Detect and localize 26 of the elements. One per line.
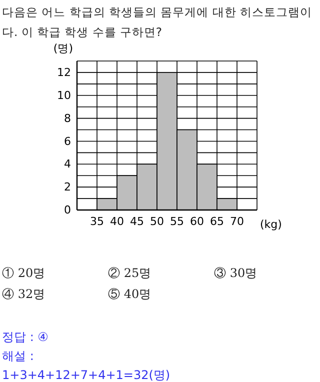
text: 해설 :	[2, 348, 34, 365]
chart-title: 다음은 어느 학급의 학생들의 몸무게에 대한 히스토그램이다. 이 학급 학생 수를 구하면?	[2, 4, 313, 41]
text: ④ 32명	[2, 286, 46, 303]
y-tick-label: 12	[57, 66, 71, 79]
y-tick-label: 4	[64, 158, 71, 171]
y-tick-label: 2	[64, 180, 71, 194]
x-axis-title: (kg)	[260, 218, 282, 231]
text: ⑤ 40명	[108, 286, 152, 303]
x-tick-label: 35	[90, 214, 104, 228]
y-tick-label: 0	[64, 204, 71, 217]
x-tick-label: 50	[150, 214, 164, 228]
text: 1+3+4+12+7+4+1=32(명)	[2, 367, 170, 382]
text: ③ 30명	[214, 265, 258, 282]
y-axis-title: (명)	[53, 42, 73, 55]
y-tick-label: 8	[64, 112, 71, 125]
x-tick-label: 60	[190, 214, 204, 228]
text: ① 20명	[2, 265, 46, 282]
text: ② 25명	[108, 265, 152, 282]
y-tick-label: 6	[64, 134, 71, 148]
x-tick-label: 65	[210, 214, 224, 228]
x-tick-label: 70	[230, 214, 244, 228]
x-tick-label: 55	[170, 214, 184, 228]
x-tick-label: 40	[110, 214, 124, 228]
text: 정답 : ④	[2, 329, 48, 346]
y-tick-label: 10	[57, 88, 71, 102]
x-tick-label: 45	[130, 214, 144, 228]
